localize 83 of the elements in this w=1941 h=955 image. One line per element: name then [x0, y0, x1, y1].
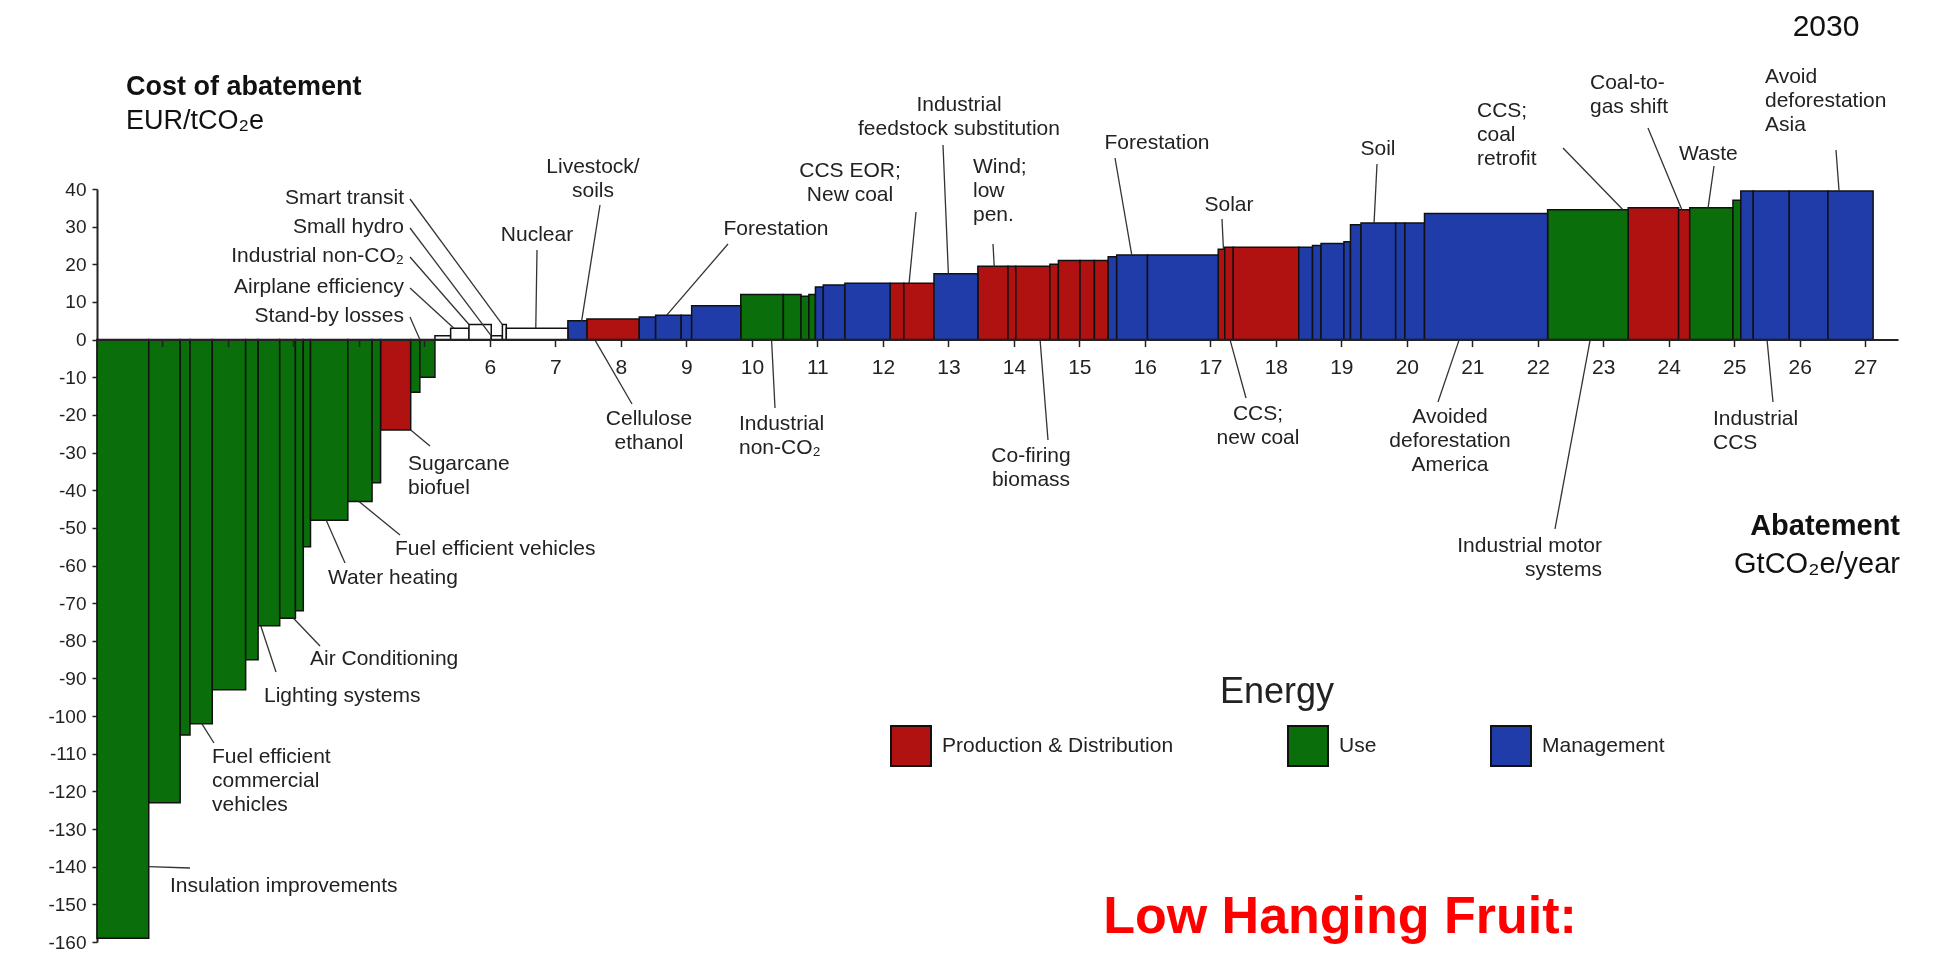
annotation: Airplane efficiency [233, 274, 405, 297]
x-tick-label: 18 [1264, 355, 1289, 379]
x-tick-label: 6 [484, 355, 497, 379]
y-tick-label: 40 [65, 178, 87, 200]
x-tick-label: 12 [871, 355, 896, 379]
x-tick-label: 19 [1330, 355, 1354, 379]
y-tick-label: 10 [65, 291, 87, 313]
x-tick-label: 11 [806, 355, 829, 379]
annotation: Waste [1679, 141, 1738, 164]
annotation: Industrial feedstock substitution [858, 92, 1060, 139]
x-tick-label: 26 [1788, 355, 1812, 379]
annotation: Water heating [328, 565, 458, 588]
annotation: Forestation [1104, 130, 1210, 153]
x-tick-label: 21 [1461, 355, 1485, 379]
y-tick-label: -10 [59, 366, 87, 388]
y-axis-title: Cost of abatement EUR/tCO₂e [126, 71, 362, 135]
y-tick-label: -60 [59, 555, 87, 576]
x-tick-label: 9 [681, 355, 693, 379]
annotation: Forestation [723, 216, 829, 239]
x-tick-label: 22 [1526, 355, 1550, 379]
legend-label: Production & Distribution [942, 733, 1174, 756]
annotation: CCS EOR; New coal [799, 158, 901, 205]
annotation: Fuel efficient vehicles [395, 536, 596, 559]
annotation: Co-firing biomass [991, 443, 1071, 490]
x-tick-label: 7 [550, 355, 562, 379]
y-tick-label: -130 [48, 818, 87, 840]
y-tick-label: -80 [59, 630, 87, 652]
y-tick-label: -30 [59, 442, 87, 464]
y-tick-label: -150 [48, 893, 87, 915]
x-tick-label: 17 [1199, 355, 1223, 379]
y-tick-label: -70 [59, 592, 87, 614]
annotation: Industrial CCS [1713, 406, 1799, 453]
annotation: Air Conditioning [310, 646, 459, 669]
annotation: CCS; coal retrofit [1477, 98, 1537, 169]
annotation: Avoid deforestation Asia [1765, 64, 1887, 135]
x-tick-label: 16 [1133, 355, 1158, 379]
y-tick-label: -20 [59, 404, 87, 426]
annotation: Smart transit [284, 185, 405, 208]
y-tick-label: -50 [59, 517, 87, 539]
annotation: Stand-by losses [254, 303, 404, 326]
annotation: Industrial non-CO₂ [739, 411, 825, 458]
y-tick-label: 20 [65, 253, 87, 275]
annotation: Industrial non-CO₂ [231, 243, 404, 266]
x-tick-label: 15 [1068, 355, 1092, 379]
annotation: CCS; new coal [1216, 401, 1300, 448]
y-tick-label: -120 [48, 780, 87, 802]
x-tick-label: 13 [937, 355, 961, 379]
x-axis-title: Abatement GtCO₂e/year [1734, 509, 1901, 579]
y-tick-label: -140 [48, 856, 87, 878]
y-tick-label: 30 [65, 216, 87, 238]
annotation: Livestock/ soils [546, 154, 640, 201]
y-tick-label: 0 [75, 329, 87, 351]
x-tick-label: 23 [1592, 355, 1616, 379]
x-tick-label: 27 [1854, 355, 1878, 379]
annotation: Cellulose ethanol [605, 406, 693, 453]
annotation: Insulation improvements [170, 873, 398, 896]
annotation: Solar [1204, 192, 1254, 215]
annotation: Coal-to- gas shift [1590, 70, 1669, 117]
legend-label: Use [1339, 733, 1377, 756]
annotation: Sugarcane biofuel [408, 451, 510, 498]
annotation: Low Hanging Fruit: [1103, 886, 1577, 944]
x-tick-label: 14 [1002, 355, 1027, 379]
legend-label: Management [1542, 733, 1665, 756]
annotation: Small hydro [293, 214, 404, 237]
y-tick-label: -160 [48, 931, 87, 953]
x-tick-label: 10 [740, 355, 765, 379]
x-tick-label: 20 [1395, 355, 1419, 379]
y-tick-label: -100 [48, 705, 87, 727]
legend-title: Energy [1219, 670, 1335, 711]
x-tick-label: 8 [615, 355, 628, 379]
annotation: Avoided deforestation America [1389, 404, 1511, 475]
y-tick-label: -90 [59, 667, 87, 689]
annotation: Lighting systems [264, 683, 421, 706]
annotation: Nuclear [500, 222, 574, 245]
x-tick-label: 25 [1723, 355, 1747, 379]
y-tick-label: -40 [59, 479, 87, 501]
annotation: Soil [1360, 136, 1396, 159]
x-tick-label: 24 [1657, 355, 1682, 379]
annotation: Wind; low pen. [973, 154, 1027, 225]
annotation: Fuel efficient commercial vehicles [212, 744, 331, 815]
text: 2030 [1792, 9, 1860, 42]
y-tick-label: -110 [49, 743, 87, 765]
annotation: Industrial motor systems [1457, 533, 1602, 580]
